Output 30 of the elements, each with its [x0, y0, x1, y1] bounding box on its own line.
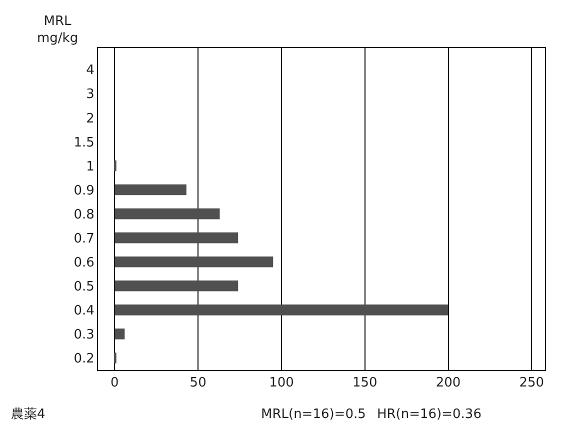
bar [114, 208, 220, 220]
y-tick-label: 0.6 [74, 255, 94, 270]
y-tick-label: 0.8 [74, 207, 94, 222]
text: HR(n=16)=0.36 [377, 407, 482, 422]
y-tick-label: 4 [86, 63, 94, 78]
y-tick-label: 0.5 [74, 279, 94, 294]
y-tick-label: 0.3 [74, 328, 94, 343]
x-tick-label: 0 [110, 376, 119, 391]
y-tick-label: 1.5 [74, 135, 94, 150]
x-tick-label: 50 [190, 376, 206, 391]
text: 農薬4 [11, 407, 46, 422]
y-tick-label: 0.2 [74, 352, 94, 367]
y-tick-label: 0.7 [74, 231, 94, 246]
x-tick-label: 150 [352, 376, 378, 391]
bar [114, 280, 238, 292]
y-tick-label: 0.4 [74, 303, 94, 318]
y-tick-label: 0.9 [74, 183, 94, 198]
y-tick-label: 2 [86, 111, 94, 126]
x-tick-label: 100 [269, 376, 294, 391]
x-tick-label: 200 [436, 376, 461, 391]
x-tick-label: 250 [519, 376, 544, 391]
bar [114, 304, 448, 316]
y-tick-label: 3 [86, 87, 94, 102]
text: MRL(n=16)=0.5 [261, 407, 366, 422]
y-axis-title: MRL mg/kg [37, 14, 78, 46]
bar [114, 232, 238, 244]
bar [114, 328, 125, 340]
bar [114, 256, 274, 268]
bar [114, 184, 186, 196]
y-tick-label: 1 [86, 159, 94, 174]
